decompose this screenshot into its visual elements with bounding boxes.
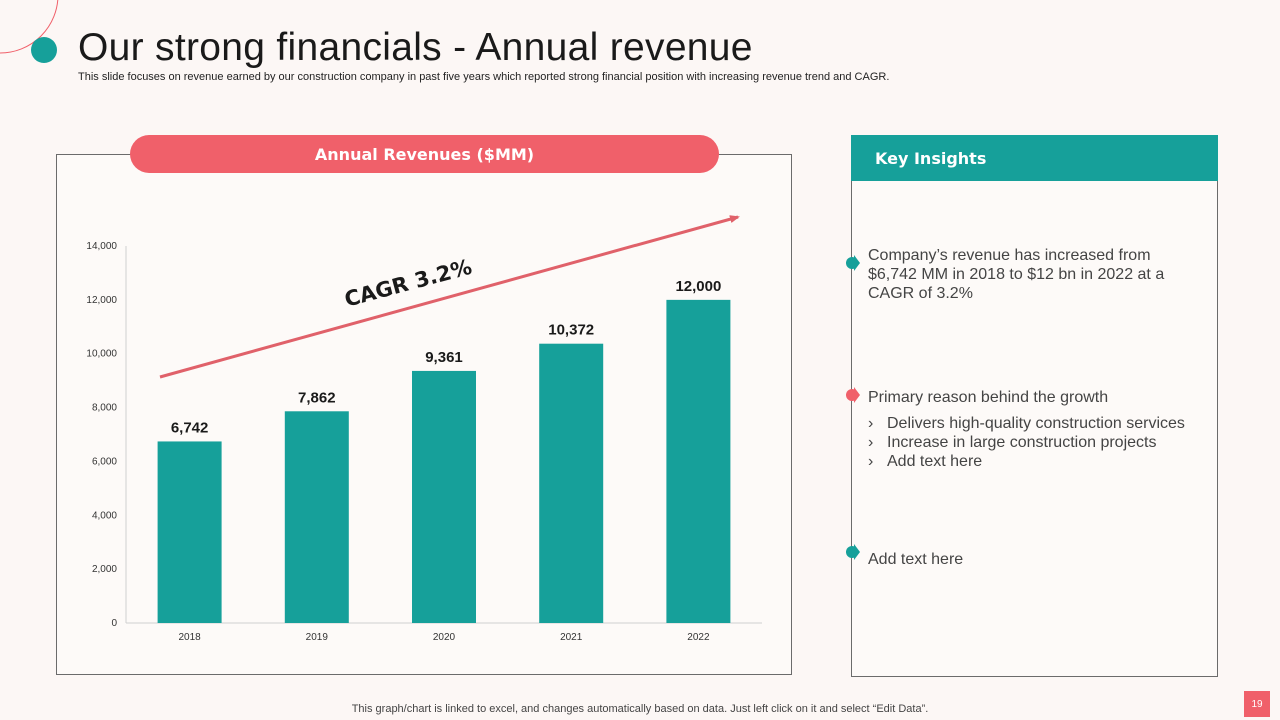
x-tick-label: 2019 [306, 632, 329, 643]
insight-bullet-list: › Delivers high-quality construction serv… [868, 414, 1198, 471]
bar-value-label: 12,000 [675, 278, 721, 295]
page-subtitle: This slide focuses on revenue earned by … [78, 71, 890, 83]
y-tick-label: 0 [111, 618, 117, 629]
insight-marker-teal-icon [846, 255, 860, 271]
chevron-right-icon: › [868, 434, 874, 451]
y-tick-label: 6,000 [92, 456, 117, 467]
page-number-badge: 19 [1244, 691, 1270, 717]
bar [539, 343, 604, 623]
x-tick-label: 2020 [433, 632, 456, 643]
cagr-annotation: CAGR 3.2% [342, 255, 474, 312]
list-item: › Add text here [868, 452, 1198, 471]
page-title: Our strong financials - Annual revenue [78, 26, 753, 69]
bar-value-label: 10,372 [548, 322, 594, 339]
bar [412, 370, 476, 623]
insight-item-3: Add text here [868, 551, 964, 568]
bar-value-label: 9,361 [425, 349, 463, 366]
y-tick-label: 12,000 [86, 295, 117, 306]
insight-marker-red-icon [846, 387, 860, 403]
insight-item-2-text: Primary reason behind the growth [868, 389, 1109, 406]
y-tick-label: 14,000 [86, 241, 117, 252]
bar [157, 441, 222, 623]
bar [666, 299, 731, 623]
y-tick-label: 8,000 [92, 403, 117, 414]
bar-value-label: 6,742 [171, 419, 209, 436]
insight-item-1: Company’s revenue has increased from $6,… [868, 247, 1165, 302]
bullet-text: Delivers high-quality construction servi… [887, 415, 1185, 432]
x-tick-label: 2021 [560, 632, 583, 643]
insight-marker-teal-icon [846, 544, 860, 560]
footer-note: This graph/chart is linked to excel, and… [351, 703, 929, 715]
bar [284, 411, 349, 623]
list-item: › Delivers high-quality construction serv… [868, 414, 1198, 433]
bullet-text: Increase in large construction projects [887, 434, 1157, 451]
insights-panel [851, 135, 1218, 677]
chevron-right-icon: › [868, 453, 874, 470]
x-tick-label: 2022 [687, 632, 710, 643]
y-tick-label: 4,000 [92, 510, 117, 521]
x-tick-label: 2018 [178, 632, 201, 643]
insights-header: Key Insights [851, 135, 1218, 181]
trend-arrow [159, 215, 740, 379]
insight-item-2: Primary reason behind the growth › Delive… [868, 388, 1198, 471]
bullet-text: Add text here [887, 453, 983, 470]
chevron-right-icon: › [868, 415, 874, 432]
title-dot [31, 37, 57, 63]
y-tick-label: 2,000 [92, 564, 117, 575]
chart-title: Annual Revenues ($MM) [130, 135, 719, 173]
bar-value-label: 7,862 [298, 389, 336, 406]
list-item: › Increase in large construction projects [868, 433, 1198, 452]
y-tick-label: 10,000 [86, 349, 117, 360]
